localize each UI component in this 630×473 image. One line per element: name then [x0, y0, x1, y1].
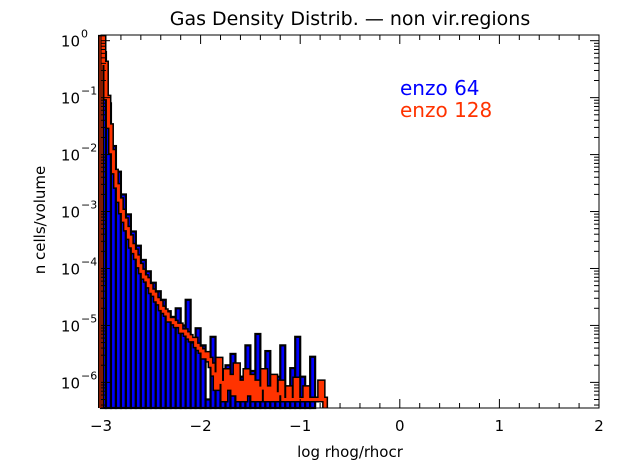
plot-frame [100, 34, 600, 409]
y-tick-exponent: −3 [81, 199, 97, 212]
y-tick-label: 10 [61, 204, 80, 222]
y-tick-label: 10 [61, 90, 80, 108]
y-tick-label: 10 [61, 33, 80, 51]
y-tick-exponent: −6 [81, 369, 97, 382]
x-tick-label: −2 [190, 417, 212, 435]
x-tick-label: 2 [594, 417, 604, 435]
chart-title: Gas Density Distrib. — non vir.regions [170, 8, 530, 30]
legend-enzo64: enzo 64 [400, 76, 480, 100]
x-tick-label: −1 [289, 417, 311, 435]
y-tick-label: 10 [61, 147, 80, 165]
x-axis-label: log rhog/rhocr [297, 443, 404, 461]
x-tick-label: −3 [90, 417, 112, 435]
y-tick-exponent: 0 [81, 28, 88, 41]
x-tick-label: 0 [395, 417, 405, 435]
y-tick-label: 10 [61, 260, 80, 278]
y-tick-label: 10 [61, 374, 80, 392]
y-axis-label: n cells/volume [31, 166, 49, 275]
y-tick-exponent: −4 [81, 255, 97, 268]
legend-enzo128: enzo 128 [400, 98, 492, 122]
y-tick-exponent: −2 [81, 142, 97, 155]
x-tick-label: 1 [495, 417, 505, 435]
enzo128-step-line [99, 36, 327, 408]
y-tick-exponent: −5 [81, 312, 97, 325]
y-tick-exponent: −1 [81, 85, 97, 98]
enzo128-series-line [98, 34, 329, 408]
y-tick-label: 10 [61, 317, 80, 335]
